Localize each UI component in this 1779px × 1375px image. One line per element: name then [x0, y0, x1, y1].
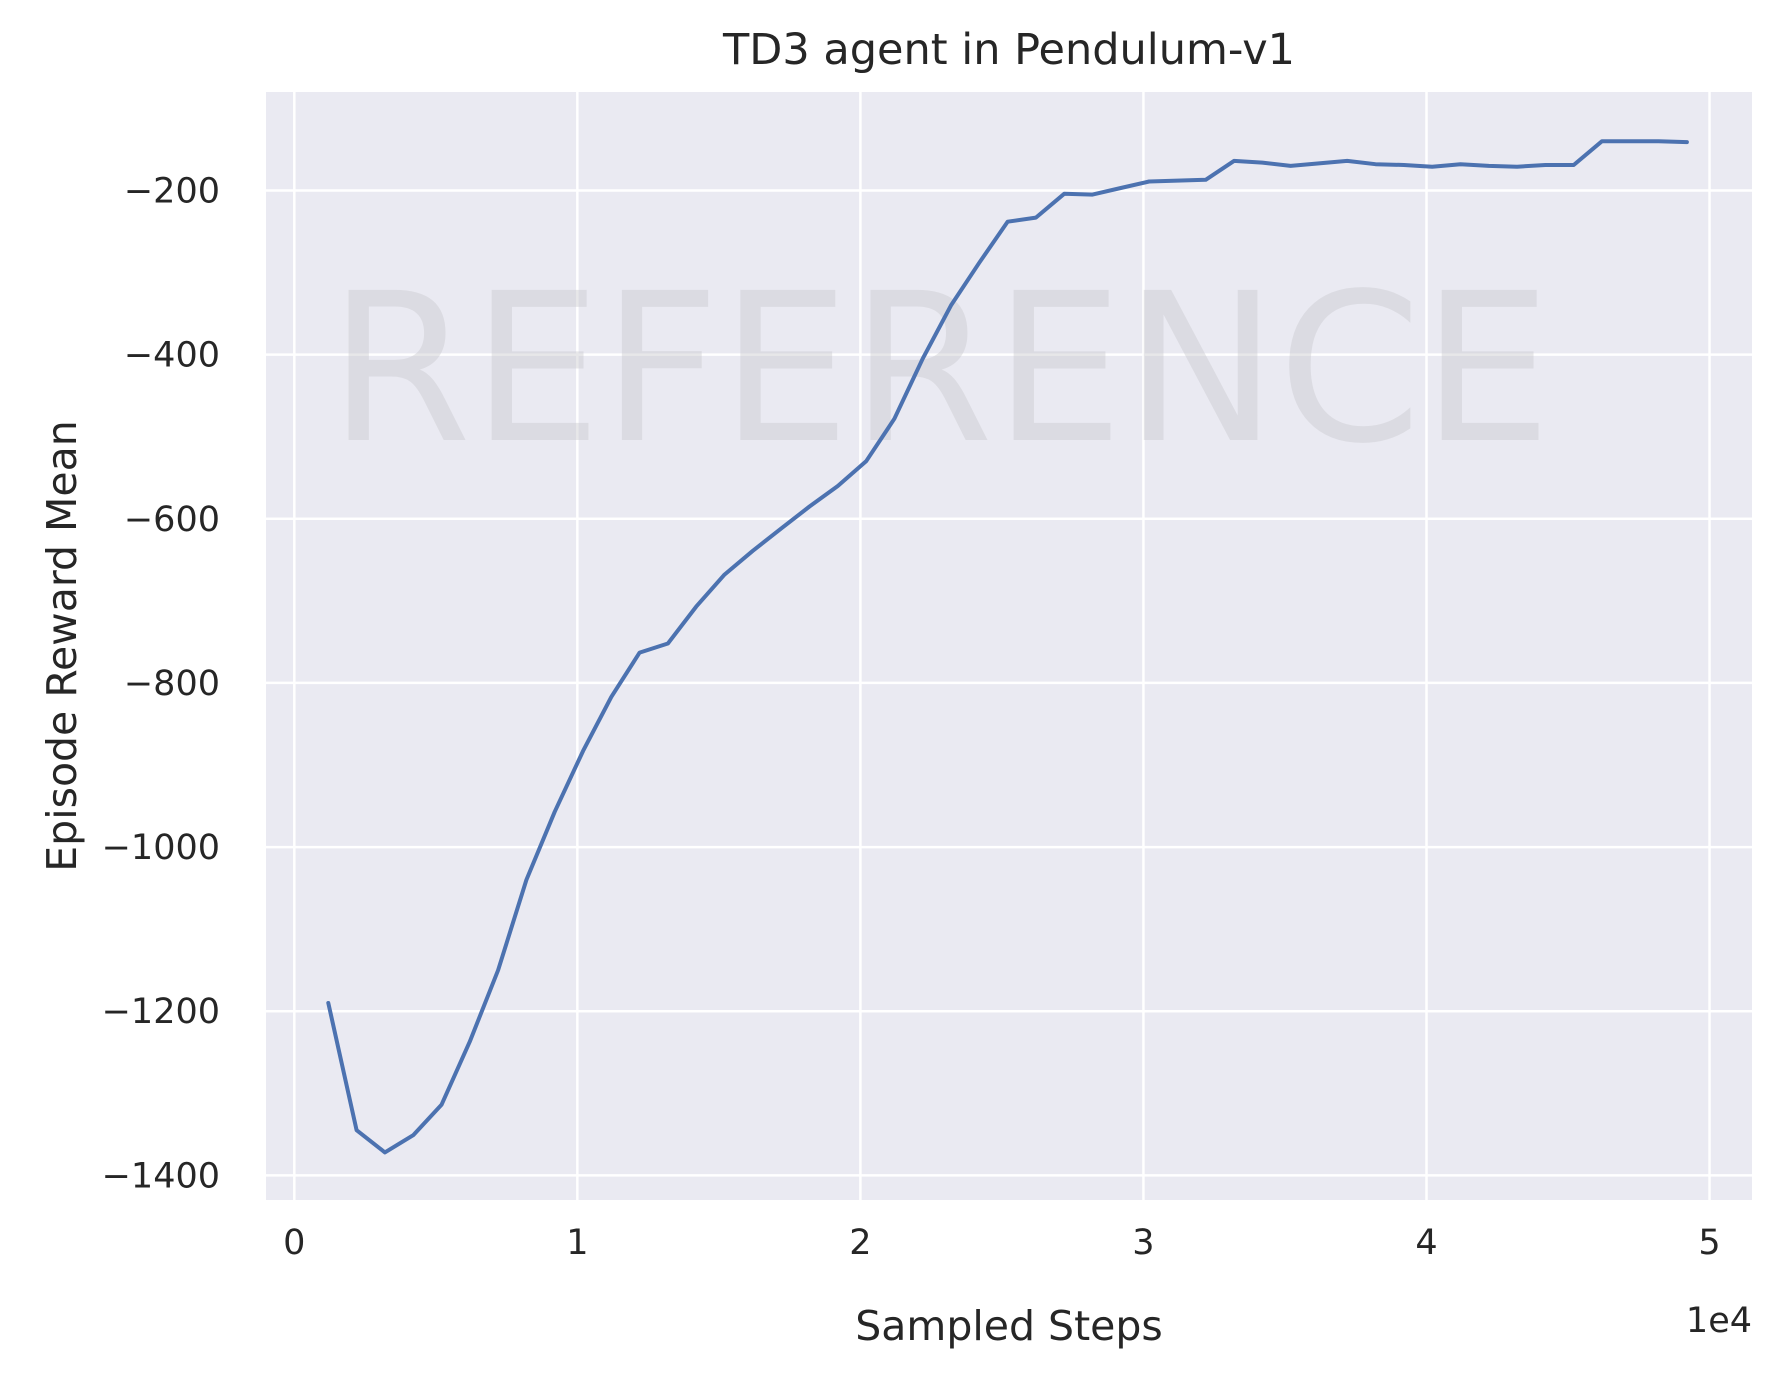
x-tick-label: 4	[1415, 1223, 1437, 1263]
x-tick-label: 2	[849, 1223, 871, 1263]
chart-title: TD3 agent in Pendulum-v1	[722, 25, 1295, 75]
x-tick-label: 1	[566, 1223, 588, 1263]
y-tick-label: −800	[124, 664, 220, 704]
x-axis-label: Sampled Steps	[855, 1302, 1163, 1350]
plot-area	[266, 92, 1752, 1200]
x-tick-labels: 0 1 2 3 4 5	[283, 1223, 1721, 1263]
y-axis-label: Episode Reward Mean	[38, 420, 86, 871]
y-tick-label: −1200	[102, 992, 220, 1032]
x-gridlines	[293, 92, 1711, 1200]
y-tick-label: −400	[124, 336, 220, 376]
x-tick-label: 0	[283, 1223, 305, 1263]
y-tick-label: −1000	[102, 828, 220, 868]
y-tick-labels: −1400 −1200 −1000 −800 −600 −400 −200	[102, 171, 220, 1196]
x-tick-label: 3	[1132, 1223, 1154, 1263]
y-gridlines	[266, 189, 1752, 1177]
watermark-text: REFERENCE	[328, 249, 1551, 489]
y-tick-label: −200	[124, 171, 220, 211]
series-line	[326, 139, 1689, 1155]
y-tick-label: −600	[124, 500, 220, 540]
x-axis-offset-label: 1e4	[1686, 1301, 1752, 1341]
x-tick-label: 5	[1698, 1223, 1720, 1263]
y-tick-label: −1400	[102, 1156, 220, 1196]
